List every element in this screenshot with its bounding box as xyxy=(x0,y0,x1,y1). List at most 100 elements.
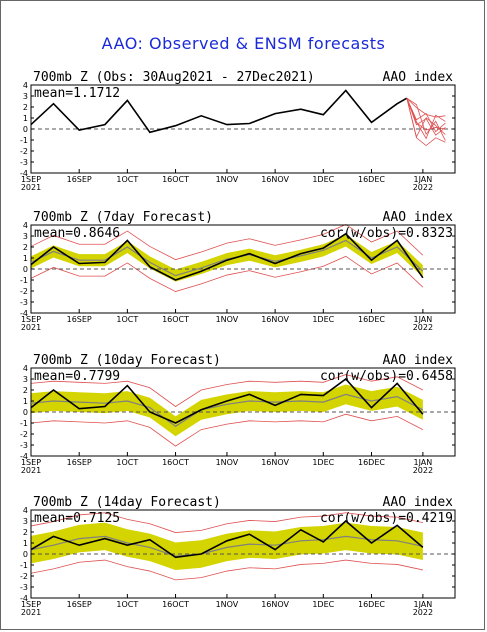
mean-label: mean=0.7799 xyxy=(34,369,120,384)
y-tick-label: 3 xyxy=(23,375,28,384)
forecast-member-line xyxy=(406,98,446,140)
x-tick-label: 1SEP xyxy=(21,175,41,184)
member-max-line xyxy=(30,512,423,533)
chart-panel-4: 700mb Z (14day Forecast) AAO index 4 3 2 1 0 -1… xyxy=(20,495,456,617)
ensemble-mean-line xyxy=(30,393,424,428)
x-tick-label: 16OCT xyxy=(162,315,189,324)
mean-label: mean=0.7125 xyxy=(34,511,120,526)
x-tick-label: 16OCT xyxy=(162,600,189,609)
y-tick-label: 3 xyxy=(23,92,28,101)
x-tick-label: 16NOV xyxy=(261,458,289,467)
x-tick-label: 16NOV xyxy=(261,600,289,609)
panel-header: 700mb Z (14day Forecast) xyxy=(33,495,221,510)
y-tick-label: 0 xyxy=(23,550,28,559)
observed-line xyxy=(30,89,408,134)
panel-header: 700mb Z (7day Forecast) xyxy=(33,210,213,225)
x-tick-label: 1JAN xyxy=(413,600,432,609)
y-tick-label: -3 xyxy=(20,441,28,450)
y-tick-label: -1 xyxy=(20,561,28,570)
y-tick-label: -4 xyxy=(20,452,28,461)
y-tick-label: 0 xyxy=(23,265,28,274)
x-tick-label: 1DEC xyxy=(312,458,334,467)
y-tick-label: -2 xyxy=(20,147,28,156)
correlation-label: cor(w/obs)=0.6458 xyxy=(320,369,453,384)
ensemble-spread-band xyxy=(31,234,423,282)
chart-panel-3: 700mb Z (10day Forecast) AAO index 4 3 2 1 0 -1… xyxy=(20,353,456,475)
y-tick-label: -4 xyxy=(20,594,28,603)
x-tick-label: 2022 xyxy=(413,183,433,192)
x-tick-label: 2022 xyxy=(413,323,433,332)
y-tick-label: -1 xyxy=(20,419,28,428)
ensemble-spread-band xyxy=(31,384,423,437)
y-tick-label: 2 xyxy=(23,243,28,252)
y-tick-label: -4 xyxy=(20,309,28,318)
y-tick-label: 4 xyxy=(23,81,28,90)
x-tick-label: 16OCT xyxy=(162,458,189,467)
x-tick-label: 2022 xyxy=(413,466,433,475)
x-tick-label: 2021 xyxy=(21,323,41,332)
member-max-line xyxy=(30,223,424,261)
x-tick-label: 16SEP xyxy=(67,315,92,324)
x-tick-label: 16SEP xyxy=(67,175,92,184)
y-tick-label: 2 xyxy=(23,103,28,112)
y-tick-label: -3 xyxy=(20,158,28,167)
member-min-line xyxy=(30,255,424,292)
chart-panel-2: 700mb Z (7day Forecast) AAO index 4 3 2 1 0 -1 -… xyxy=(20,210,456,332)
y-tick-label: 3 xyxy=(23,517,28,526)
x-tick-label: 1SEP xyxy=(21,600,41,609)
panel-right-label: AAO index xyxy=(383,353,454,368)
y-tick-label: 1 xyxy=(23,397,28,406)
y-tick-label: -1 xyxy=(20,276,28,285)
x-tick-label: 1OCT xyxy=(116,315,138,324)
y-tick-label: 1 xyxy=(23,254,28,263)
x-tick-label: 16DEC xyxy=(358,458,385,467)
x-tick-label: 16DEC xyxy=(358,175,385,184)
y-tick-label: 4 xyxy=(23,221,28,230)
observed-line xyxy=(30,377,424,424)
chart-panel-1: 700mb Z (Obs: 30Aug2021 - 27Dec2021) AAO … xyxy=(20,70,456,192)
x-tick-label: 16NOV xyxy=(261,315,289,324)
x-tick-label: 1JAN xyxy=(413,315,432,324)
forecast-member-line xyxy=(406,98,446,136)
x-tick-label: 1OCT xyxy=(116,175,138,184)
y-tick-label: -4 xyxy=(20,169,28,178)
x-tick-label: 16DEC xyxy=(358,315,385,324)
x-tick-label: 1OCT xyxy=(116,458,138,467)
x-tick-label: 2022 xyxy=(413,608,433,617)
x-tick-label: 2021 xyxy=(21,183,41,192)
panel-header: 700mb Z (10day Forecast) xyxy=(33,353,221,368)
x-tick-label: 1SEP xyxy=(21,315,41,324)
figure-title: AAO: Observed & ENSM forecasts xyxy=(101,34,386,53)
x-tick-label: 1NOV xyxy=(216,600,239,609)
y-tick-label: 4 xyxy=(23,364,28,373)
x-tick-label: 1DEC xyxy=(312,600,334,609)
x-tick-label: 1DEC xyxy=(312,175,334,184)
member-max-line xyxy=(30,374,424,407)
y-tick-label: -2 xyxy=(20,287,28,296)
ensemble-mean-line xyxy=(30,535,424,557)
y-tick-label: 0 xyxy=(23,408,28,417)
observed-line xyxy=(30,232,424,281)
x-tick-label: 2021 xyxy=(21,608,41,617)
y-tick-label: -2 xyxy=(20,572,28,581)
x-tick-label: 16DEC xyxy=(358,600,385,609)
y-tick-label: 2 xyxy=(23,386,28,395)
y-tick-label: 0 xyxy=(23,125,28,134)
forecast-member-line xyxy=(406,97,446,118)
panel-right-label: AAO index xyxy=(383,70,454,85)
ensemble-spread-band xyxy=(31,522,423,570)
observed-line xyxy=(30,519,424,559)
y-tick-label: 1 xyxy=(23,539,28,548)
x-tick-label: 16SEP xyxy=(67,600,92,609)
mean-label: mean=1.1712 xyxy=(34,86,120,101)
x-tick-label: 1DEC xyxy=(312,315,334,324)
y-tick-label: -2 xyxy=(20,430,28,439)
forecast-member-line xyxy=(406,97,446,141)
member-min-line xyxy=(30,559,423,581)
x-tick-label: 1OCT xyxy=(116,600,138,609)
mean-label: mean=0.8646 xyxy=(34,226,120,241)
ensemble-mean-line xyxy=(30,239,424,277)
x-tick-label: 16OCT xyxy=(162,175,189,184)
